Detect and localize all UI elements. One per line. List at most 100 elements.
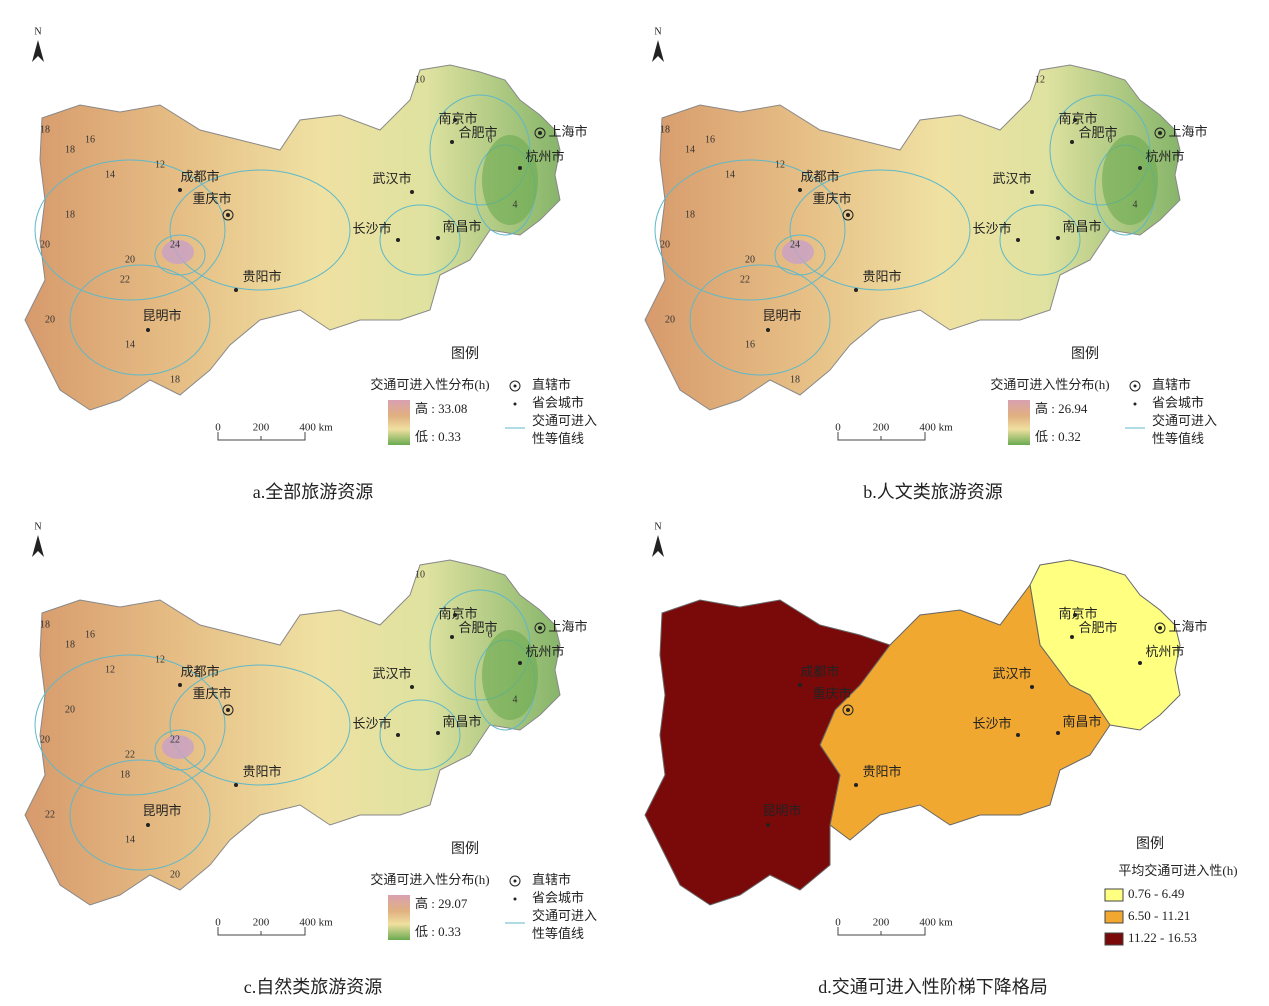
- legend-muni: [1129, 380, 1141, 392]
- city-label: 合肥市: [1078, 125, 1117, 140]
- legend-class-label: 0.76 - 6.49: [1128, 886, 1184, 901]
- city-label: 昆明市: [762, 803, 801, 818]
- contour-label: 24: [170, 239, 180, 250]
- scale-label: 200: [873, 917, 890, 929]
- north-arrow: [652, 40, 664, 62]
- municipality-ring: [534, 127, 546, 139]
- contour-label: 20: [40, 239, 50, 250]
- city-marker: [1030, 190, 1034, 194]
- contour-label: 12: [155, 654, 165, 665]
- city-marker: [178, 188, 182, 192]
- contour-label: 18: [170, 374, 180, 385]
- legend-capital: [1133, 402, 1137, 406]
- contour-label: 18: [65, 144, 75, 155]
- city-marker: [1138, 166, 1142, 170]
- legend-contour-label: 性等值线: [1152, 431, 1204, 446]
- legend-class-label: 6.50 - 11.21: [1128, 908, 1190, 923]
- contour-label: 20: [665, 314, 675, 325]
- city-marker: [450, 140, 454, 144]
- contour-label: 22: [125, 749, 135, 760]
- contour-line: [169, 169, 351, 291]
- contour-line: [34, 654, 226, 796]
- contour-label: 12: [105, 664, 115, 675]
- city-marker: [453, 118, 457, 122]
- scale-label: 400 km: [919, 917, 953, 929]
- city-marker: [146, 328, 150, 332]
- legend-low: 低 : 0.32: [1035, 429, 1081, 444]
- city-marker: [1056, 731, 1060, 735]
- city-marker: [1158, 131, 1162, 135]
- city-marker: [798, 683, 802, 687]
- city-label: 成都市: [180, 169, 219, 184]
- city-marker: [854, 288, 858, 292]
- city-label: 杭州市: [525, 644, 564, 659]
- contour-label: 6: [1108, 134, 1113, 145]
- legend-ramp: [388, 400, 410, 445]
- contour-line: [379, 699, 461, 771]
- contour-label: 18: [660, 124, 670, 135]
- scale-bar: [217, 432, 306, 441]
- city-label: 昆明市: [762, 308, 801, 323]
- city-marker: [538, 131, 542, 135]
- city-marker: [1158, 626, 1162, 630]
- city-marker: [766, 328, 770, 332]
- legend-ramp: [388, 895, 410, 940]
- contour-line: [69, 759, 211, 871]
- city-marker: [436, 236, 440, 240]
- legend-contour-label: 交通可进入: [1152, 413, 1217, 428]
- contour-label: 18: [790, 374, 800, 385]
- city-label: 贵阳市: [862, 269, 901, 284]
- legend-high: 高 : 33.08: [415, 401, 467, 416]
- contour-label: 20: [40, 734, 50, 745]
- north-arrow: [32, 40, 44, 62]
- city-label: 武汉市: [372, 171, 411, 186]
- legend-high: 高 : 29.07: [415, 896, 468, 911]
- legend-capital-label: 省会城市: [532, 395, 584, 410]
- legend-field: 平均交通可进入性(h): [1118, 863, 1237, 878]
- contour-line: [169, 664, 351, 786]
- municipality-ring: [842, 704, 854, 716]
- legend-capital-label: 省会城市: [1152, 395, 1204, 410]
- city-marker: [518, 661, 522, 665]
- city-marker: [1138, 661, 1142, 665]
- legend-muni-dot: [513, 879, 517, 883]
- city-label: 成都市: [180, 664, 219, 679]
- region-high: [644, 599, 891, 906]
- contour-label: 10: [415, 74, 425, 85]
- legend-muni: [509, 380, 521, 392]
- city-label: 南京市: [438, 111, 477, 126]
- city-label: 重庆市: [812, 191, 851, 206]
- contour-label: 24: [790, 239, 800, 250]
- city-label: 长沙市: [972, 221, 1011, 236]
- contour-label: 16: [85, 629, 95, 640]
- city-marker: [1073, 613, 1077, 617]
- city-marker: [1070, 140, 1074, 144]
- city-label: 南昌市: [1062, 714, 1101, 729]
- scale-label: 0: [835, 917, 841, 929]
- legend-ramp: [1008, 400, 1030, 445]
- legend-muni-label: 直辖市: [532, 377, 571, 392]
- scale-label: 200: [253, 917, 270, 929]
- region: [24, 64, 561, 411]
- legend-field: 交通可进入性分布(h): [370, 872, 489, 887]
- city-marker: [1056, 236, 1060, 240]
- panel: N 18 18 16 12 12 20 20 22 18 22 22 14 20 10 6 4 成都市重庆市昆明市…: [24, 521, 597, 997]
- region: [644, 64, 1181, 411]
- panel-caption: c.自然类旅游资源: [244, 977, 383, 997]
- municipality-ring: [534, 622, 546, 634]
- low-spot: [1102, 135, 1158, 225]
- legend-contour-label: 交通可进入: [532, 908, 597, 923]
- city-marker: [538, 626, 542, 630]
- contour-line: [154, 234, 206, 276]
- contour-label: 18: [40, 124, 50, 135]
- municipality-ring: [842, 209, 854, 221]
- north-label: N: [34, 521, 41, 532]
- panel-caption: b.人文类旅游资源: [863, 482, 1003, 502]
- contour-label: 20: [745, 254, 755, 265]
- contour-label: 20: [170, 869, 180, 880]
- city-marker: [436, 731, 440, 735]
- city-marker: [226, 708, 230, 712]
- contour-label: 22: [45, 809, 55, 820]
- legend-field: 交通可进入性分布(h): [370, 377, 489, 392]
- city-label: 上海市: [548, 619, 587, 634]
